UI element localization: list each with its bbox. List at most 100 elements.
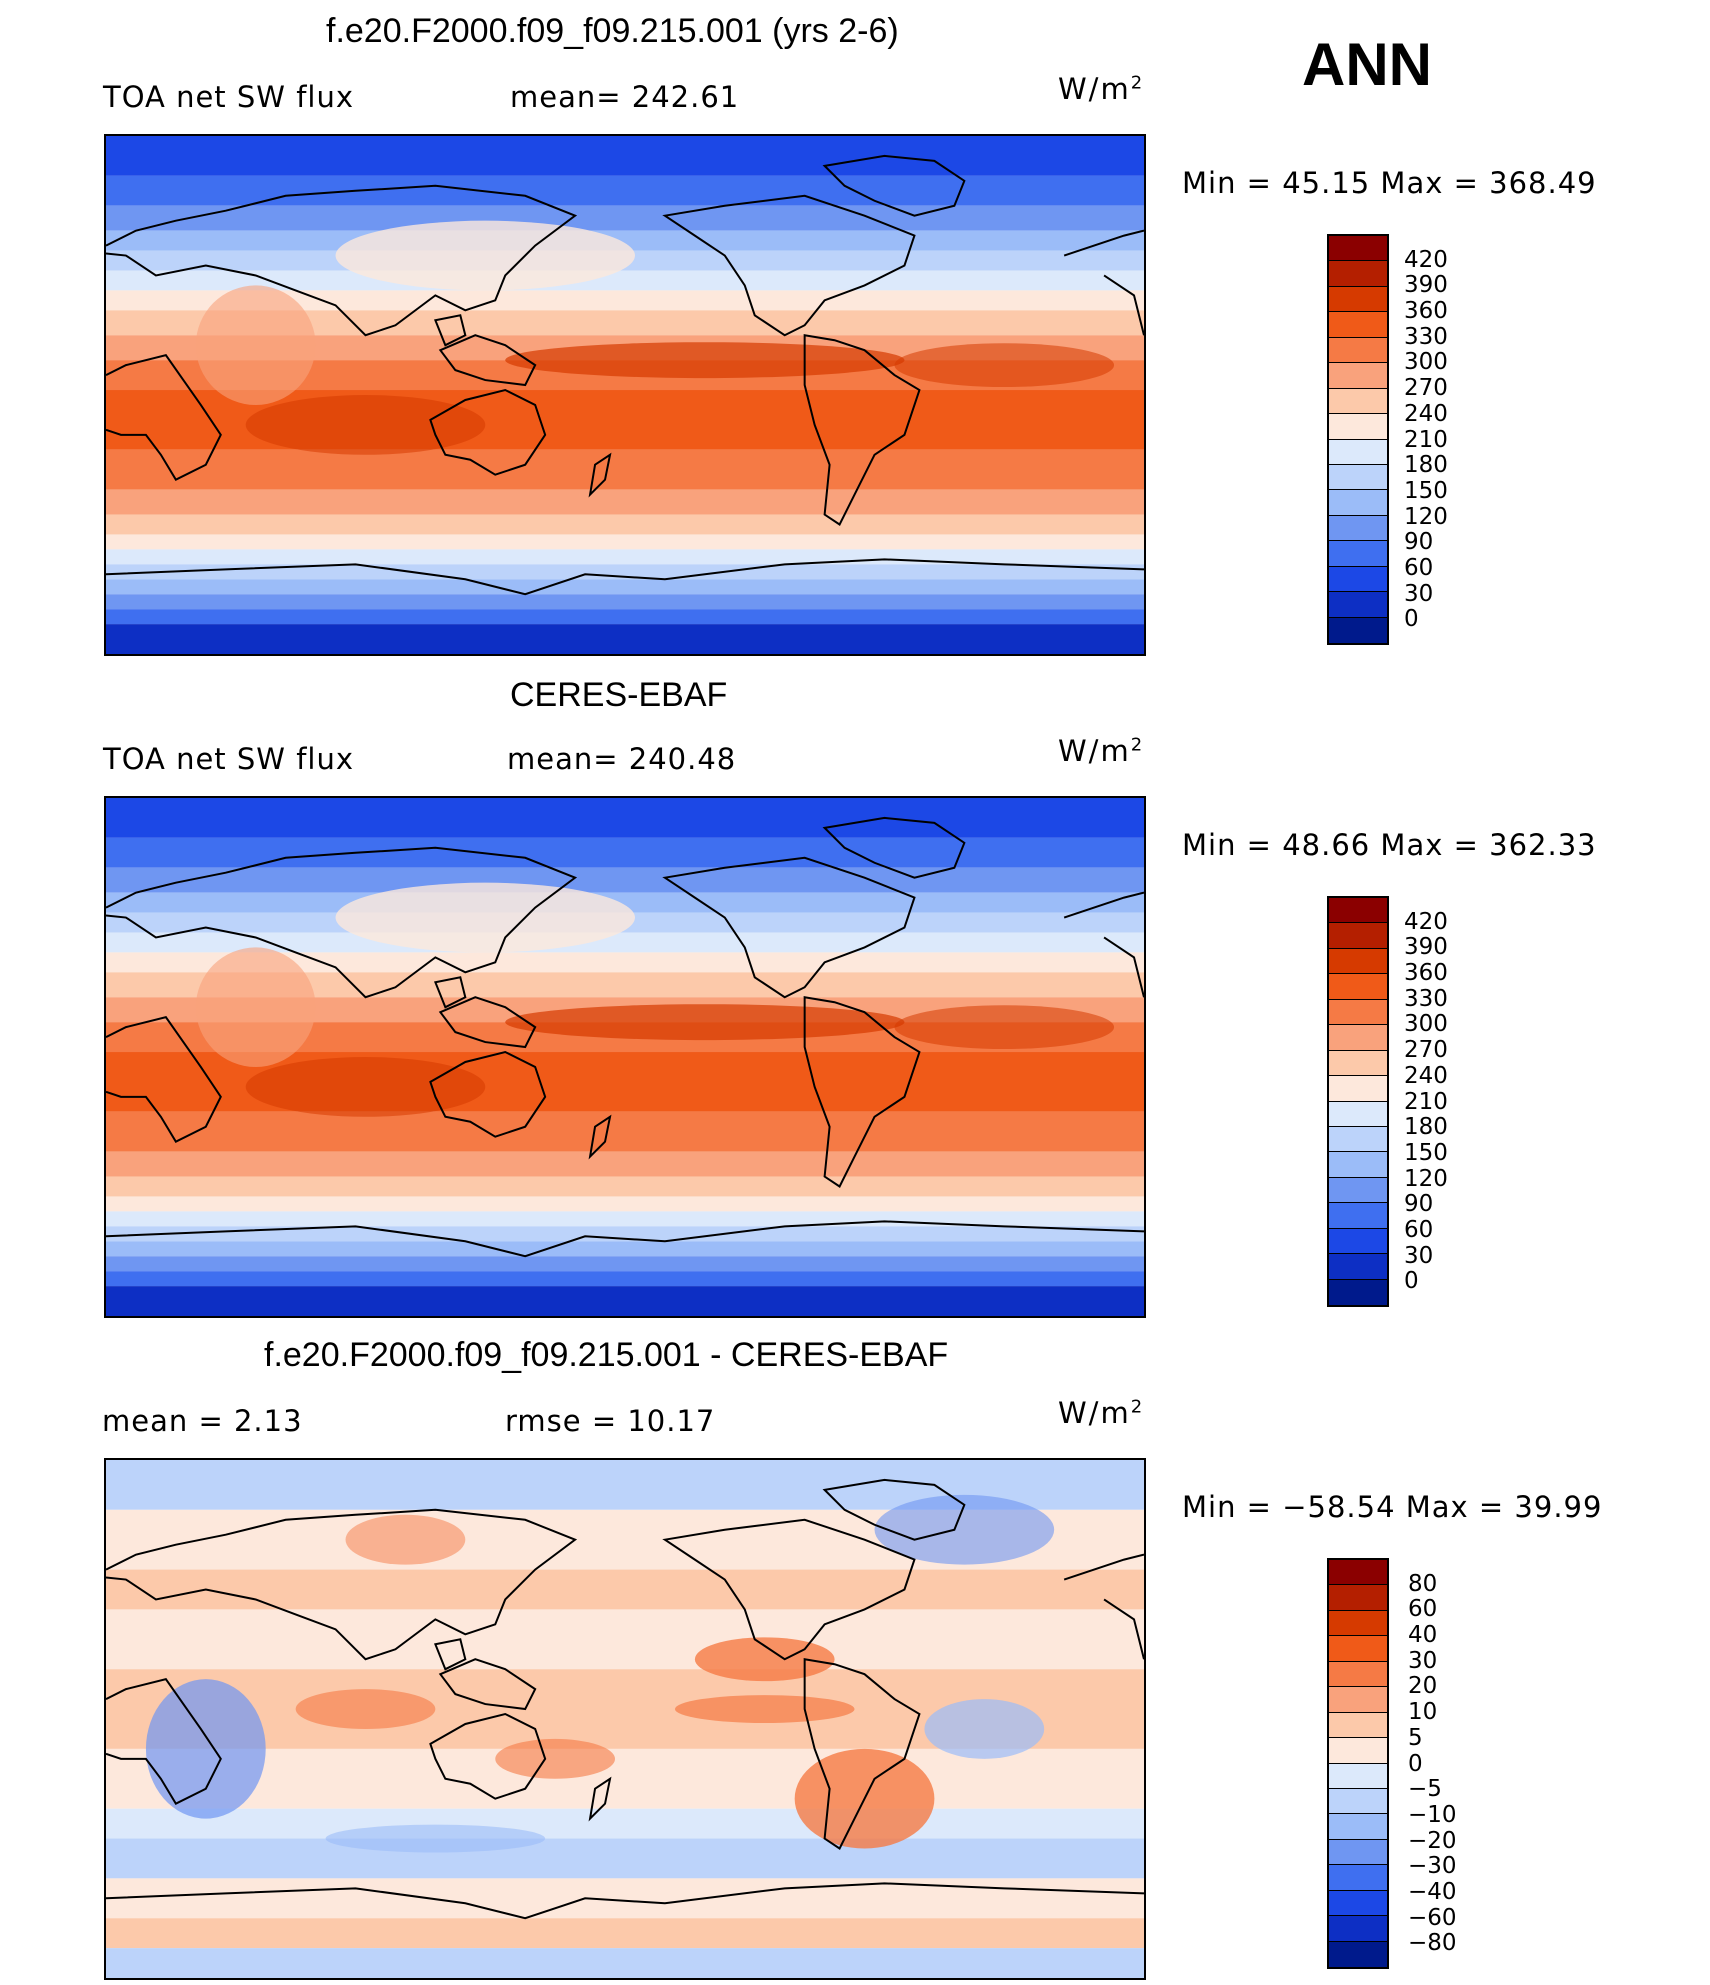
colorbar-tick-label: −20	[1408, 1827, 1457, 1854]
coastline	[662, 1518, 916, 1661]
coastline	[433, 976, 467, 1009]
colorbar-tick-label: 60	[1404, 554, 1434, 581]
coastline	[803, 1658, 921, 1850]
colorbar-swatch	[1329, 566, 1387, 593]
panel2-unit: W/m2	[1058, 734, 1145, 768]
colorbar-swatch	[1329, 974, 1387, 1000]
coastline	[1103, 274, 1144, 336]
colorbar-tick-label: 360	[1404, 960, 1448, 987]
colorbar-tick-label: 420	[1404, 908, 1448, 935]
colorbar-swatch	[1329, 1177, 1387, 1204]
colorbar-swatch	[1329, 312, 1387, 338]
panel2-mean: mean= 240.48	[507, 742, 737, 776]
colorbar-swatch	[1329, 1126, 1387, 1153]
colorbar-tick-label: 80	[1408, 1570, 1438, 1597]
panel3-mean: mean = 2.13	[102, 1404, 303, 1438]
colorbar-swatch	[1329, 898, 1387, 924]
colorbar-swatch	[1329, 1254, 1387, 1280]
colorbar-swatch	[1329, 1228, 1387, 1255]
colorbar-tick-label: 180	[1404, 1114, 1448, 1141]
panel3-map-svg	[106, 1460, 1144, 1978]
coastline	[438, 334, 537, 387]
panel2-title: CERES-EBAF	[510, 676, 728, 714]
panel3-unit: W/m2	[1058, 1396, 1145, 1430]
panel1-unit: W/m2	[1058, 72, 1145, 106]
coastline	[662, 856, 916, 999]
colorbar-tick-label: 270	[1404, 375, 1448, 402]
coastline	[429, 1712, 547, 1800]
panel2-colorbar	[1327, 896, 1389, 1307]
colorbar-swatch	[1329, 1076, 1387, 1102]
colorbar-swatch	[1329, 388, 1387, 415]
colorbar-swatch	[1329, 592, 1387, 618]
colorbar-swatch	[1329, 541, 1387, 567]
coastline	[106, 354, 222, 481]
colorbar-tick-label: 300	[1404, 1011, 1448, 1038]
colorbar-swatch	[1329, 923, 1387, 949]
coastline	[1063, 1553, 1144, 1581]
colorbar-swatch	[1329, 1025, 1387, 1051]
coastline	[803, 334, 921, 526]
colorbar-tick-label: 5	[1408, 1724, 1423, 1751]
panel3-title: f.e20.F2000.f09_f09.215.001 - CERES-EBAF	[264, 1336, 949, 1374]
colorbar-tick-label: 90	[1404, 1191, 1434, 1218]
panel3-colorbar	[1327, 1558, 1389, 1969]
colorbar-tick-label: −40	[1408, 1878, 1457, 1905]
colorbar-swatch	[1329, 286, 1387, 313]
colorbar-swatch	[1329, 1560, 1387, 1586]
panel1-mean: mean= 242.61	[510, 80, 740, 114]
colorbar-swatch	[1329, 490, 1387, 516]
coastline	[106, 1678, 222, 1805]
coastline	[433, 1638, 467, 1671]
panel2-minmax: Min = 48.66 Max = 362.33	[1182, 828, 1597, 862]
coastline	[1103, 936, 1144, 998]
colorbar-swatch	[1329, 1865, 1387, 1891]
colorbar-tick-label: 240	[1404, 400, 1448, 427]
colorbar-swatch	[1329, 1661, 1387, 1688]
coastline	[588, 1114, 612, 1160]
colorbar-tick-label: 270	[1404, 1037, 1448, 1064]
colorbar-tick-label: −10	[1408, 1801, 1457, 1828]
coastline	[106, 184, 578, 337]
colorbar-tick-label: 30	[1408, 1647, 1438, 1674]
colorbar-swatch	[1329, 948, 1387, 975]
panel3-minmax: Min = −58.54 Max = 39.99	[1182, 1490, 1603, 1524]
colorbar-swatch	[1329, 1890, 1387, 1917]
coastline	[429, 1050, 547, 1138]
colorbar-swatch	[1329, 1585, 1387, 1611]
panel2-map-svg	[106, 798, 1144, 1316]
colorbar-tick-label: −80	[1408, 1930, 1457, 1957]
coastline	[822, 1478, 966, 1541]
colorbar-tick-label: 90	[1404, 529, 1434, 556]
colorbar-swatch	[1329, 1839, 1387, 1866]
colorbar-tick-label: 60	[1404, 1216, 1434, 1243]
panel1-minmax: Min = 45.15 Max = 368.49	[1182, 166, 1597, 200]
coastline	[429, 388, 547, 476]
colorbar-swatch	[1329, 1788, 1387, 1815]
coastline	[803, 996, 921, 1188]
colorbar-tick-label: 30	[1404, 580, 1434, 607]
colorbar-tick-label: 40	[1408, 1622, 1438, 1649]
coastline	[106, 846, 578, 999]
coastline	[1063, 891, 1144, 919]
colorbar-swatch	[1329, 1814, 1387, 1840]
coastline	[106, 558, 1144, 596]
colorbar-tick-label: 10	[1408, 1699, 1438, 1726]
colorbar-swatch	[1329, 261, 1387, 287]
panel1-map-svg	[106, 136, 1144, 654]
colorbar-tick-label: 360	[1404, 298, 1448, 325]
colorbar-swatch	[1329, 1203, 1387, 1229]
colorbar-swatch	[1329, 515, 1387, 542]
colorbar-swatch	[1329, 1636, 1387, 1662]
colorbar-swatch	[1329, 1916, 1387, 1942]
colorbar-swatch	[1329, 1712, 1387, 1739]
colorbar-tick-label: 60	[1408, 1596, 1438, 1623]
colorbar-swatch	[1329, 1279, 1387, 1305]
colorbar-tick-label: 390	[1404, 934, 1448, 961]
colorbar-tick-label: 0	[1404, 606, 1419, 633]
coastline	[588, 452, 612, 498]
colorbar-swatch	[1329, 1941, 1387, 1967]
coastline	[106, 1508, 578, 1661]
colorbar-tick-label: 120	[1404, 503, 1448, 530]
colorbar-tick-label: 120	[1404, 1165, 1448, 1192]
